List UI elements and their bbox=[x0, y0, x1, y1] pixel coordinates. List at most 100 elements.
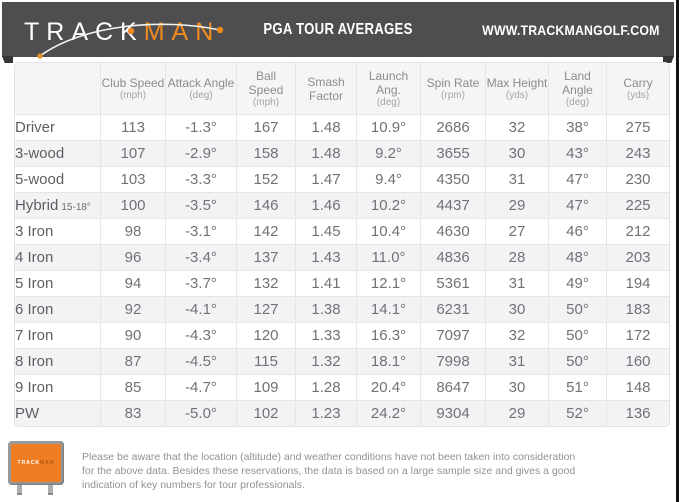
value-cell: 24.2° bbox=[357, 401, 421, 426]
value-cell: 32 bbox=[486, 323, 549, 349]
column-unit: (deg) bbox=[565, 96, 590, 108]
value-cell: -3.1° bbox=[166, 219, 237, 245]
value-cell: 5361 bbox=[421, 271, 486, 297]
value-cell: 14.1° bbox=[357, 297, 421, 323]
club-label: Hybrid 15-18° bbox=[15, 193, 101, 219]
club-label: 8 Iron bbox=[15, 349, 101, 375]
value-cell: 85 bbox=[101, 375, 166, 401]
value-cell: 4630 bbox=[421, 219, 486, 245]
table-row: PW 83 -5.0° 102 1.23 24.2° 9304 29 52° 136 bbox=[15, 401, 669, 426]
table-row: 3 Iron 98 -3.1° 142 1.45 10.4° 4630 27 46° 212 bbox=[15, 219, 669, 245]
value-cell: 11.0° bbox=[357, 245, 421, 271]
value-cell: 47° bbox=[549, 193, 607, 219]
logo-text-man: MAN bbox=[143, 18, 221, 46]
value-cell: -3.5° bbox=[166, 193, 237, 219]
value-cell: 3655 bbox=[421, 141, 486, 167]
value-cell: 29 bbox=[486, 193, 549, 219]
value-cell: 160 bbox=[607, 349, 669, 375]
value-cell: 48° bbox=[549, 245, 607, 271]
column-label: Max Height bbox=[486, 75, 548, 90]
value-cell: 1.38 bbox=[296, 297, 357, 323]
column-label: Carry bbox=[623, 75, 653, 90]
value-cell: 152 bbox=[237, 167, 296, 193]
scan-edge-line bbox=[676, 0, 679, 502]
value-cell: 96 bbox=[101, 245, 166, 271]
column-header: Carry (yds) bbox=[607, 63, 669, 115]
column-header: Land Angle (deg) bbox=[549, 63, 607, 115]
column-unit: (yds) bbox=[626, 89, 650, 101]
trackman-device-image: TRACKMAN bbox=[8, 441, 70, 495]
table-row: 5 Iron 94 -3.7° 132 1.41 12.1° 5361 31 49° 194 bbox=[15, 271, 669, 297]
corner-cell bbox=[15, 63, 101, 115]
value-cell: 275 bbox=[607, 115, 669, 141]
table-body: Driver 113 -1.3° 167 1.48 10.9° 2686 32 38° 275 3-… bbox=[15, 115, 669, 426]
value-cell: 115 bbox=[237, 349, 296, 375]
value-cell: 92 bbox=[101, 297, 166, 323]
value-cell: 46° bbox=[549, 219, 607, 245]
value-cell: 103 bbox=[101, 167, 166, 193]
value-cell: 137 bbox=[237, 245, 296, 271]
value-cell: 167 bbox=[237, 115, 296, 141]
value-cell: 18.1° bbox=[357, 349, 421, 375]
value-cell: 87 bbox=[101, 349, 166, 375]
page-title: PGA TOUR AVERAGES bbox=[263, 20, 413, 38]
value-cell: 1.46 bbox=[296, 193, 357, 219]
club-label: 4 Iron bbox=[15, 245, 101, 271]
value-cell: -4.5° bbox=[166, 349, 237, 375]
value-cell: 183 bbox=[607, 297, 669, 323]
value-cell: 243 bbox=[607, 141, 669, 167]
value-cell: 83 bbox=[101, 401, 166, 426]
value-cell: 4437 bbox=[421, 193, 486, 219]
value-cell: 27 bbox=[486, 219, 549, 245]
value-cell: 9.2° bbox=[357, 141, 421, 167]
column-unit: (mph) bbox=[119, 89, 147, 101]
table-row: 6 Iron 92 -4.1° 127 1.38 14.1° 6231 30 50° 183 bbox=[15, 297, 669, 323]
value-cell: 50° bbox=[549, 297, 607, 323]
value-cell: 94 bbox=[101, 271, 166, 297]
table-row: 4 Iron 96 -3.4° 137 1.43 11.0° 4836 28 48° 203 bbox=[15, 245, 669, 271]
column-label: Smash Factor bbox=[307, 74, 345, 103]
column-header: Max Height (yds) bbox=[486, 63, 549, 115]
value-cell: 142 bbox=[237, 219, 296, 245]
column-header: Launch Ang. (deg) bbox=[357, 63, 421, 115]
value-cell: 90 bbox=[101, 323, 166, 349]
value-cell: -3.4° bbox=[166, 245, 237, 271]
value-cell: 100 bbox=[101, 193, 166, 219]
value-cell: 1.47 bbox=[296, 167, 357, 193]
value-cell: 50° bbox=[549, 323, 607, 349]
value-cell: 102 bbox=[237, 401, 296, 426]
value-cell: 1.28 bbox=[296, 375, 357, 401]
value-cell: 1.23 bbox=[296, 401, 357, 426]
table-row: 3-wood 107 -2.9° 158 1.48 9.2° 3655 30 43° 243 bbox=[15, 141, 669, 167]
club-label: 3 Iron bbox=[15, 219, 101, 245]
table-header-row: Club Speed (mph) Attack Angle (deg) Ball Spe… bbox=[15, 63, 669, 115]
value-cell: 120 bbox=[237, 323, 296, 349]
table-row: 9 Iron 85 -4.7° 109 1.28 20.4° 8647 30 51° 148 bbox=[15, 375, 669, 401]
value-cell: 127 bbox=[237, 297, 296, 323]
value-cell: 113 bbox=[101, 115, 166, 141]
value-cell: -3.7° bbox=[166, 271, 237, 297]
value-cell: 1.45 bbox=[296, 219, 357, 245]
value-cell: 1.32 bbox=[296, 349, 357, 375]
table-row: Hybrid 15-18° 100 -3.5° 146 1.46 10.2° 4437 29 47… bbox=[15, 193, 669, 219]
value-cell: 212 bbox=[607, 219, 669, 245]
column-label: Club Speed bbox=[101, 75, 165, 90]
column-label: Attack Angle bbox=[167, 75, 235, 90]
value-cell: 98 bbox=[101, 219, 166, 245]
value-cell: -3.3° bbox=[166, 167, 237, 193]
column-unit: (rpm) bbox=[441, 89, 465, 101]
value-cell: 31 bbox=[486, 349, 549, 375]
column-label: Spin Rate bbox=[426, 75, 480, 90]
value-cell: 148 bbox=[607, 375, 669, 401]
device-mini-logo: TRACKMAN bbox=[17, 460, 55, 466]
value-cell: 9.4° bbox=[357, 167, 421, 193]
value-cell: 10.4° bbox=[357, 219, 421, 245]
value-cell: 4350 bbox=[421, 167, 486, 193]
column-header: Ball Speed (mph) bbox=[237, 63, 296, 115]
club-label: 5 Iron bbox=[15, 271, 101, 297]
website-url: WWW.TRACKMANGOLF.COM bbox=[482, 21, 660, 38]
value-cell: 30 bbox=[486, 297, 549, 323]
value-cell: 1.48 bbox=[296, 141, 357, 167]
value-cell: 2686 bbox=[421, 115, 486, 141]
value-cell: 1.43 bbox=[296, 245, 357, 271]
